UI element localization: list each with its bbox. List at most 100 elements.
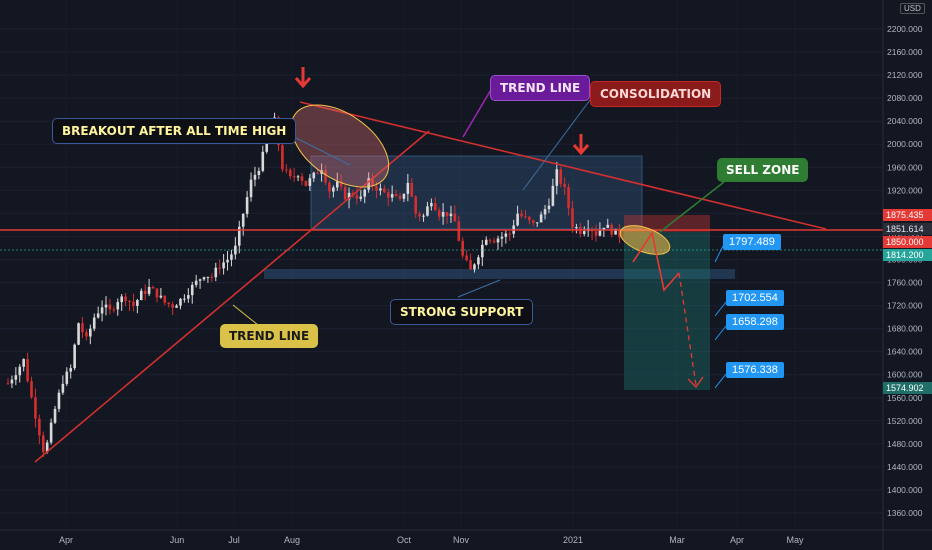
candle-body: [359, 196, 363, 199]
candle-body: [222, 262, 225, 269]
candle-body: [206, 276, 210, 278]
connector-sell-zone: [659, 181, 725, 233]
y-tick-label: 1600.000: [887, 370, 923, 380]
candle-body: [128, 300, 131, 302]
candle-body: [38, 418, 41, 436]
candle-body: [143, 290, 147, 294]
y-tick-label: 1760.000: [887, 278, 923, 288]
candle-body: [245, 197, 249, 214]
candle-body: [398, 196, 402, 199]
candle-body: [559, 169, 563, 184]
candle-body: [492, 240, 496, 243]
candle-body: [324, 170, 327, 183]
candle-body: [69, 368, 73, 372]
candle-body: [77, 323, 80, 345]
candle-body: [516, 213, 519, 226]
y-tick-label: 1920.000: [887, 185, 923, 195]
candle-body: [355, 195, 359, 199]
candle-body: [386, 192, 390, 198]
price-tag-1814: 1814.200: [883, 249, 932, 261]
candle-body: [261, 151, 265, 171]
candle-body: [151, 286, 155, 289]
x-tick-label: Aug: [284, 535, 300, 545]
y-tick-label: 1400.000: [887, 485, 923, 495]
candle-body: [367, 177, 370, 190]
candle-body: [524, 216, 527, 218]
target-zone: [624, 232, 710, 390]
candle-body: [422, 215, 425, 217]
currency-badge[interactable]: USD: [900, 3, 925, 14]
candle-body: [159, 295, 163, 298]
x-tick-label: May: [786, 535, 804, 545]
candle-body: [10, 379, 14, 384]
candle-body: [394, 194, 398, 197]
target-badge-1: 1797.489: [723, 234, 781, 250]
candle-body: [410, 182, 414, 197]
x-axis: Apr Jun Jul Aug Oct Nov 2021 Mar Apr May: [0, 529, 932, 545]
candle-body: [179, 298, 182, 306]
x-tick-label: Jun: [170, 535, 185, 545]
candle-body: [575, 227, 578, 229]
candle-body: [437, 210, 441, 217]
candle-body: [92, 317, 96, 329]
candle-body: [202, 277, 206, 280]
candle-body: [414, 196, 417, 214]
candle-body: [57, 392, 61, 409]
candle-body: [163, 295, 167, 303]
y-tick-label: 2120.000: [887, 70, 923, 80]
y-tick-label: 2200.000: [887, 24, 923, 34]
candle-body: [477, 257, 480, 265]
candle-body: [167, 302, 171, 305]
price-tag-1574: 1574.902: [883, 382, 932, 394]
candle-body: [124, 296, 127, 301]
x-tick-label: Apr: [730, 535, 744, 545]
candle-body: [249, 179, 253, 198]
candle-body: [488, 239, 492, 241]
trend-line-down: [299, 101, 827, 230]
candle-body: [406, 182, 410, 194]
candle-body: [18, 366, 22, 376]
candle-body: [563, 183, 566, 188]
candle-body: [328, 182, 331, 192]
candle-body: [441, 212, 445, 217]
target-connector: [714, 373, 727, 389]
candle-body: [296, 176, 300, 178]
candle-body: [104, 304, 108, 308]
candle-body: [136, 300, 139, 306]
y-tick-label: 1720.000: [887, 301, 923, 311]
candle-body: [14, 375, 18, 380]
candle-body: [49, 422, 53, 443]
candle-body: [218, 267, 221, 269]
y-tick-label: 1960.000: [887, 162, 923, 172]
candle-body: [567, 187, 570, 209]
candle-body: [426, 206, 429, 216]
candle-body: [312, 172, 316, 179]
candle-body: [96, 313, 100, 318]
candle-body: [73, 344, 76, 369]
candle-body: [6, 383, 10, 385]
x-tick-label: 2021: [563, 535, 583, 545]
candle-body: [187, 295, 190, 299]
candle-body: [402, 193, 406, 199]
consolidation-box: [310, 155, 643, 230]
candle-body: [194, 280, 198, 285]
candle-body: [316, 172, 319, 174]
annotation-breakout: BREAKOUT AFTER ALL TIME HIGH: [52, 118, 297, 144]
candle-body: [473, 264, 476, 270]
x-tick-label: Oct: [397, 535, 412, 545]
candle-body: [332, 187, 335, 192]
candle-body: [81, 323, 84, 333]
candle-body: [304, 180, 308, 186]
candle-body: [555, 169, 559, 186]
candle-body: [465, 255, 468, 261]
candle-body: [85, 332, 88, 337]
target-connector: [714, 325, 727, 341]
target-badge-2: 1702.554: [726, 290, 784, 306]
candle-body: [112, 309, 116, 311]
price-tag-1875: 1875.435: [883, 209, 932, 221]
candle-body: [598, 230, 602, 236]
candle-body: [347, 192, 351, 200]
candle-body: [234, 245, 237, 255]
candle-body: [285, 169, 288, 171]
